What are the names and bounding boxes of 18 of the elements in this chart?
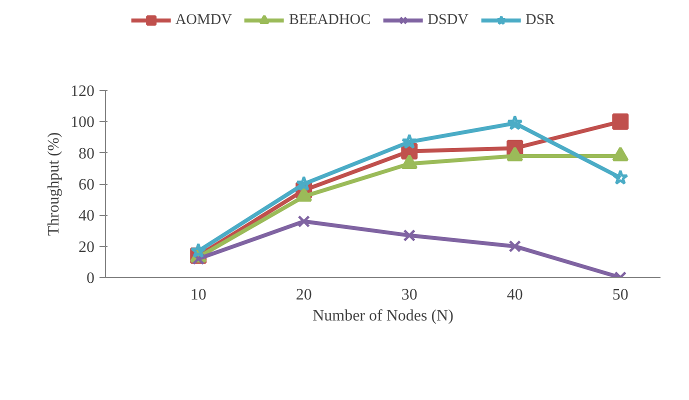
legend-label: AOMDV bbox=[175, 12, 232, 28]
x-tick-label: 30 bbox=[401, 286, 418, 304]
y-tick-label: 0 bbox=[86, 270, 94, 287]
legend-label: BEEADHOC bbox=[288, 12, 371, 28]
y-tick-label: 120 bbox=[70, 83, 94, 100]
x-tick-label: 20 bbox=[296, 286, 312, 304]
x-tick-label: 50 bbox=[612, 286, 628, 304]
y-tick-label: 20 bbox=[78, 238, 94, 256]
legend-label: DSR bbox=[526, 12, 555, 28]
y-tick-label: 80 bbox=[78, 145, 94, 162]
y-axis-title: Throughput (%) bbox=[46, 132, 62, 236]
x-tick-label: 10 bbox=[190, 286, 206, 304]
x-axis-title: Number of Nodes (N) bbox=[312, 308, 454, 324]
legend-label: DSDV bbox=[428, 12, 468, 28]
y-tick-label: 40 bbox=[78, 208, 94, 225]
y-tick-label: 60 bbox=[78, 176, 94, 194]
y-tick-label: 100 bbox=[70, 114, 94, 132]
x-tick-label: 40 bbox=[506, 286, 523, 304]
